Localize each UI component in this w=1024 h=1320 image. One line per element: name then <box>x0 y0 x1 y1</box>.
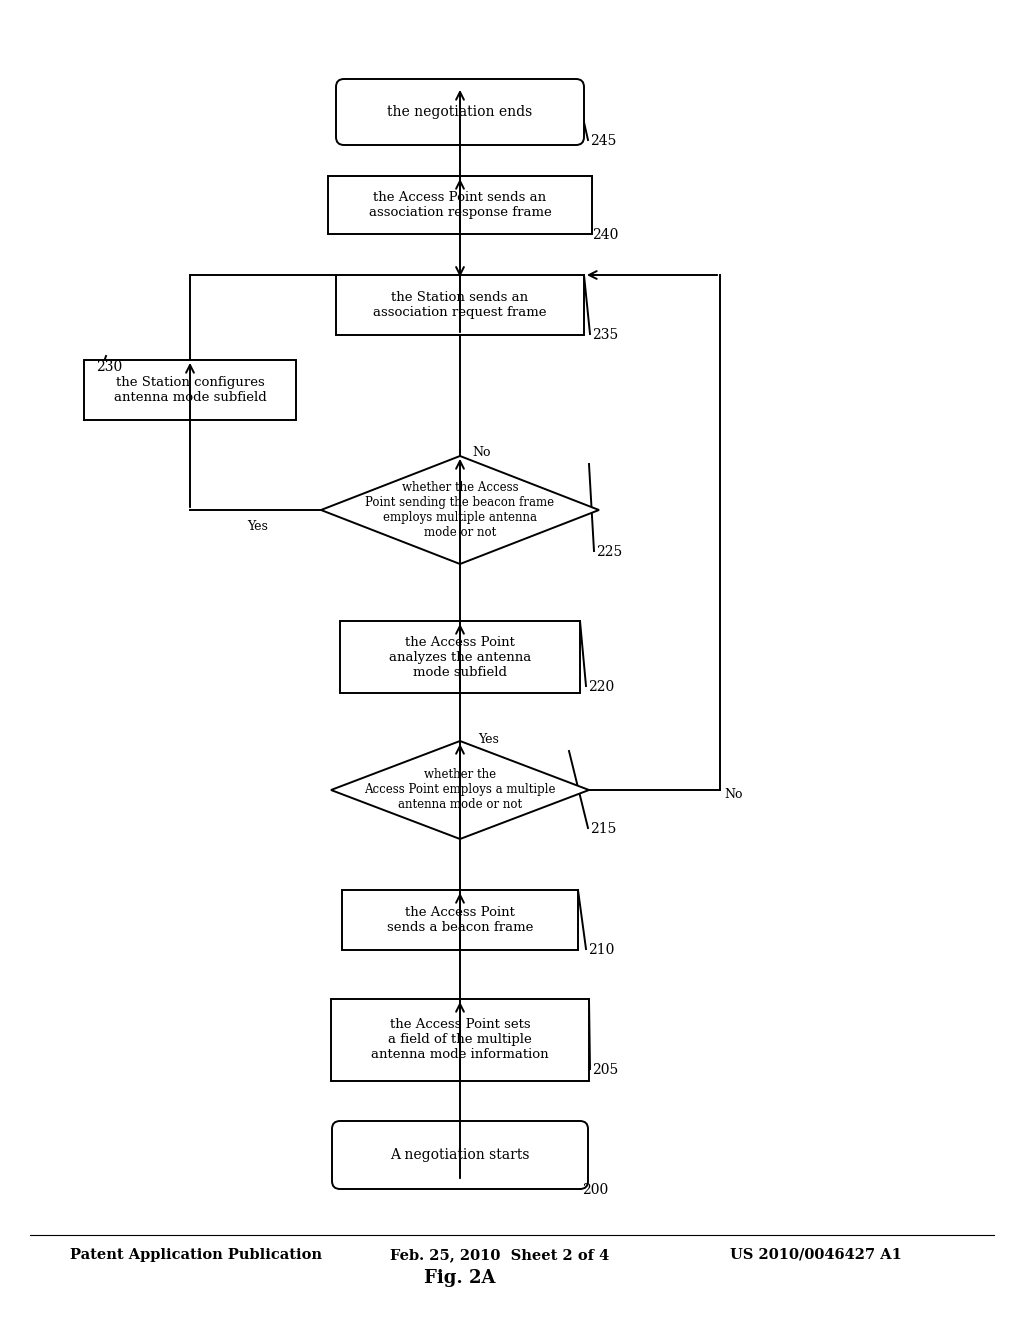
Text: 240: 240 <box>592 228 618 242</box>
Text: the Access Point sends an
association response frame: the Access Point sends an association re… <box>369 191 551 219</box>
Bar <box>84 360 296 420</box>
Text: 245: 245 <box>590 135 616 148</box>
Text: the Station sends an
association request frame: the Station sends an association request… <box>374 290 547 319</box>
Text: 215: 215 <box>590 822 616 836</box>
FancyBboxPatch shape <box>332 1121 588 1189</box>
Bar <box>328 176 592 234</box>
Text: whether the
Access Point employs a multiple
antenna mode or not: whether the Access Point employs a multi… <box>365 768 556 812</box>
Text: 230: 230 <box>96 360 122 374</box>
Text: Yes: Yes <box>247 520 268 532</box>
Polygon shape <box>321 455 599 564</box>
Text: 225: 225 <box>596 545 623 558</box>
Text: A negotiation starts: A negotiation starts <box>390 1148 529 1162</box>
FancyBboxPatch shape <box>336 79 584 145</box>
Bar <box>331 999 589 1081</box>
Text: 235: 235 <box>592 327 618 342</box>
Text: Feb. 25, 2010  Sheet 2 of 4: Feb. 25, 2010 Sheet 2 of 4 <box>390 1247 609 1262</box>
Text: No: No <box>724 788 742 800</box>
Bar <box>342 890 578 950</box>
Text: Fig. 2A: Fig. 2A <box>424 1269 496 1287</box>
Text: the Access Point
sends a beacon frame: the Access Point sends a beacon frame <box>387 906 534 935</box>
Text: the Access Point
analyzes the antenna
mode subfield: the Access Point analyzes the antenna mo… <box>389 635 531 678</box>
Text: 220: 220 <box>588 680 614 694</box>
Text: US 2010/0046427 A1: US 2010/0046427 A1 <box>730 1247 902 1262</box>
Bar <box>336 275 584 335</box>
Polygon shape <box>331 741 589 840</box>
Text: 205: 205 <box>592 1063 618 1077</box>
Text: Patent Application Publication: Patent Application Publication <box>70 1247 322 1262</box>
Text: 200: 200 <box>582 1183 608 1197</box>
Text: the negotiation ends: the negotiation ends <box>387 106 532 119</box>
Bar <box>340 620 580 693</box>
Text: No: No <box>472 446 490 459</box>
Text: the Station configures
antenna mode subfield: the Station configures antenna mode subf… <box>114 376 266 404</box>
Text: Yes: Yes <box>478 733 499 746</box>
Text: 210: 210 <box>588 942 614 957</box>
Text: the Access Point sets
a field of the multiple
antenna mode information: the Access Point sets a field of the mul… <box>371 1019 549 1061</box>
Text: whether the Access
Point sending the beacon frame
employs multiple antenna
mode : whether the Access Point sending the bea… <box>366 480 555 539</box>
